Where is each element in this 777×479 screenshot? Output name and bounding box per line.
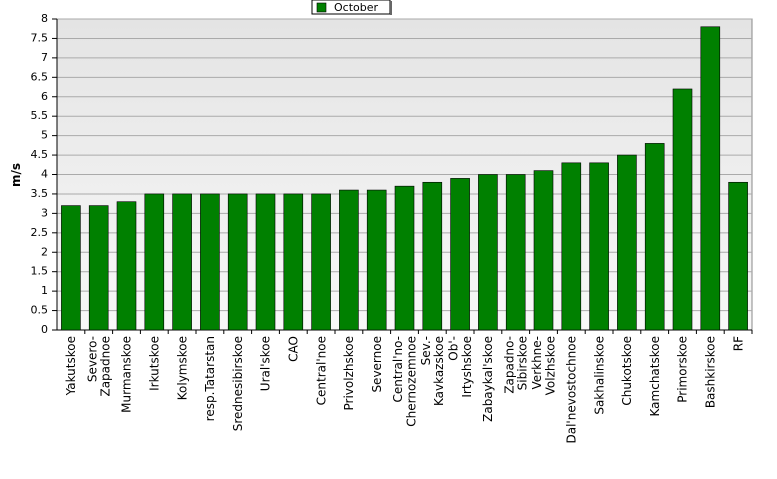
bar <box>283 193 304 331</box>
y-tick-label: 4 <box>41 168 48 181</box>
bar <box>144 193 165 331</box>
legend-swatch <box>316 2 327 13</box>
y-tick-label: 4.5 <box>31 148 49 161</box>
bar <box>561 162 582 331</box>
x-tick-label: Srednesibirskoe <box>231 336 245 431</box>
x-tick-label: Murmanskoe <box>120 336 134 413</box>
x-tick-label: Chukotskoe <box>620 336 634 406</box>
x-tick-label: Sakhalinskoe <box>592 336 606 415</box>
y-tick-label: 6 <box>41 90 48 103</box>
bar <box>617 154 637 331</box>
x-tick-label: Dal'nevostochnoe <box>565 336 579 444</box>
bar <box>61 205 81 331</box>
bar <box>394 185 415 331</box>
y-tick-label: 2.5 <box>31 226 49 239</box>
x-tick-label: Verkhne-Volzhskoe <box>530 336 557 395</box>
x-tick-label: Zabaykal'skoe <box>481 336 495 422</box>
x-tick-label: Zapadno-Sibirskoe <box>502 336 529 394</box>
bar <box>505 174 526 331</box>
x-tick-label: Central'no-Chernozemnoe <box>391 336 418 427</box>
x-tick-label: Severo-Zapadnoe <box>85 336 112 397</box>
y-tick-label: 1.5 <box>31 265 49 278</box>
bar <box>672 88 693 331</box>
bar <box>172 193 192 331</box>
bar <box>255 193 276 331</box>
x-tick-label: Sev.-Kavkazskoe <box>419 336 446 406</box>
y-tick-label: 3 <box>41 206 48 219</box>
y-tick-label: 8 <box>41 12 48 25</box>
bar <box>533 170 554 331</box>
x-tick-label: Yakutskoe <box>64 336 78 396</box>
bar <box>478 174 498 331</box>
y-tick-label: 5.5 <box>31 109 49 122</box>
y-tick-label: 5 <box>41 129 48 142</box>
x-tick-label: Central'noe <box>314 336 328 405</box>
y-tick-label: 7.5 <box>31 31 49 44</box>
x-tick-label: Kamchatskoe <box>648 336 662 416</box>
bar <box>422 181 443 331</box>
bar <box>200 193 220 331</box>
bar <box>450 178 470 331</box>
x-tick-label: Ob'-Irtyshskoe <box>447 336 474 398</box>
y-tick-label: 7 <box>41 51 48 64</box>
y-tick-label: 6.5 <box>31 70 49 83</box>
y-tick-label: 3.5 <box>31 187 49 200</box>
x-tick-label: resp.Tatarstan <box>203 336 217 421</box>
x-tick-label: Kolymskoe <box>175 336 189 400</box>
x-tick-label: Bashkirskoe <box>704 336 718 408</box>
bar <box>339 189 359 331</box>
x-tick-label: Primorskoe <box>676 336 690 403</box>
y-tick-label: 0 <box>41 323 48 336</box>
bar <box>644 143 665 331</box>
y-tick-label: 2 <box>41 245 48 258</box>
x-tick-label: CAO <box>287 336 301 362</box>
bar <box>589 162 609 331</box>
bar <box>700 26 721 331</box>
bar <box>227 193 248 331</box>
bar <box>88 205 109 331</box>
bar <box>116 201 137 331</box>
y-tick-label: 0.5 <box>31 304 49 317</box>
bar <box>366 189 387 331</box>
x-tick-label: Ural'skoe <box>259 336 273 391</box>
y-tick-label: 1 <box>41 284 48 297</box>
x-tick-label: Severnoe <box>370 336 384 393</box>
x-tick-label: Irkutskoe <box>148 336 162 391</box>
legend-label: October <box>334 1 378 14</box>
bar <box>311 193 331 331</box>
x-tick-label: Privolzhskoe <box>342 336 356 410</box>
y-axis-label: m/s <box>9 163 23 187</box>
bar <box>728 181 748 331</box>
x-tick-label: RF <box>731 336 745 351</box>
